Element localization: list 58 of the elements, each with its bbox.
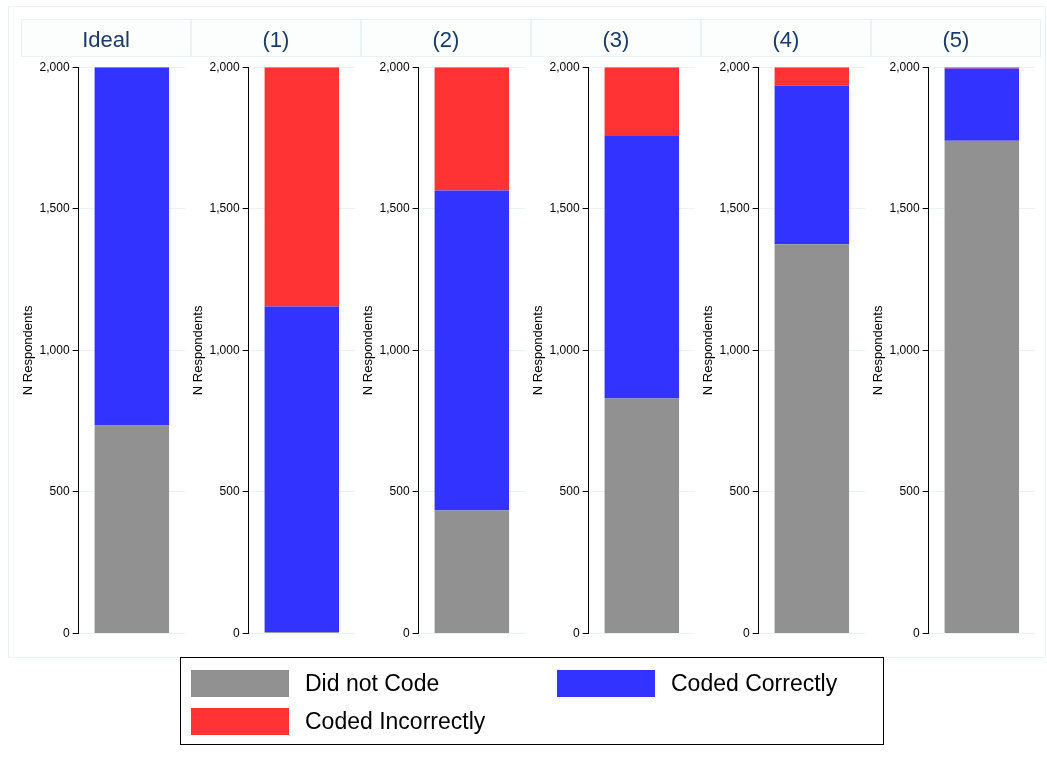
legend-label: Coded Correctly	[671, 670, 838, 697]
legend-label: Coded Incorrectly	[305, 708, 486, 735]
y-tick-label: 1,500	[209, 201, 240, 216]
bar	[434, 510, 510, 634]
legend-label: Did not Code	[305, 670, 440, 697]
y-tick-label: 2,000	[719, 59, 750, 74]
y-tick-label: 0	[402, 625, 410, 640]
y-tick-label: 1,500	[39, 201, 70, 216]
y-axis-title: N Respondents	[870, 305, 886, 396]
y-tick-label: 500	[899, 484, 920, 499]
y-tick-label: 2,000	[39, 59, 70, 74]
y-tick-label: 1,000	[379, 342, 410, 357]
bar	[604, 398, 680, 634]
y-tick-label: 1,000	[209, 342, 240, 357]
bar	[774, 244, 850, 634]
y-tick-label: 1,500	[889, 201, 920, 216]
y-axis-title: N Respondents	[190, 305, 206, 396]
y-axis-title: N Respondents	[360, 305, 376, 396]
chart-title: (3)	[531, 19, 701, 57]
chart-title: (5)	[871, 19, 1041, 57]
y-tick-label: 0	[912, 625, 920, 640]
y-tick-label: 500	[389, 484, 410, 499]
y-tick-label: 500	[559, 484, 580, 499]
y-tick-label: 2,000	[549, 59, 580, 74]
bar	[944, 140, 1020, 634]
y-tick-label: 2,000	[209, 59, 240, 74]
bar	[604, 135, 680, 399]
bar	[434, 190, 510, 511]
bar	[264, 67, 340, 307]
y-axis-title: N Respondents	[20, 305, 36, 396]
y-tick-label: 0	[232, 625, 240, 640]
y-tick-label: 1,500	[719, 201, 750, 216]
chart-title: (2)	[361, 19, 531, 57]
bar	[944, 68, 1020, 141]
y-tick-label: 2,000	[889, 59, 920, 74]
bar	[774, 67, 850, 86]
y-tick-label: 0	[62, 625, 70, 640]
bar	[434, 67, 510, 191]
y-tick-label: 1,000	[889, 342, 920, 357]
y-axis-title: N Respondents	[700, 305, 716, 396]
y-tick-label: 500	[219, 484, 240, 499]
y-tick-label: 1,500	[379, 201, 410, 216]
y-axis-title: N Respondents	[530, 305, 546, 396]
bar	[774, 85, 850, 245]
chart-title: Ideal	[21, 19, 191, 57]
chart-title: (1)	[191, 19, 361, 57]
y-tick-label: 0	[742, 625, 750, 640]
y-tick-label: 2,000	[379, 59, 410, 74]
y-tick-label: 500	[729, 484, 750, 499]
y-tick-label: 1,500	[549, 201, 580, 216]
y-tick-label: 1,000	[719, 342, 750, 357]
y-tick-label: 500	[49, 484, 70, 499]
chart-title: (4)	[701, 19, 871, 57]
y-tick-label: 0	[572, 625, 580, 640]
y-tick-label: 1,000	[549, 342, 580, 357]
bar	[264, 306, 340, 633]
bar	[604, 67, 680, 136]
y-tick-label: 1,000	[39, 342, 70, 357]
